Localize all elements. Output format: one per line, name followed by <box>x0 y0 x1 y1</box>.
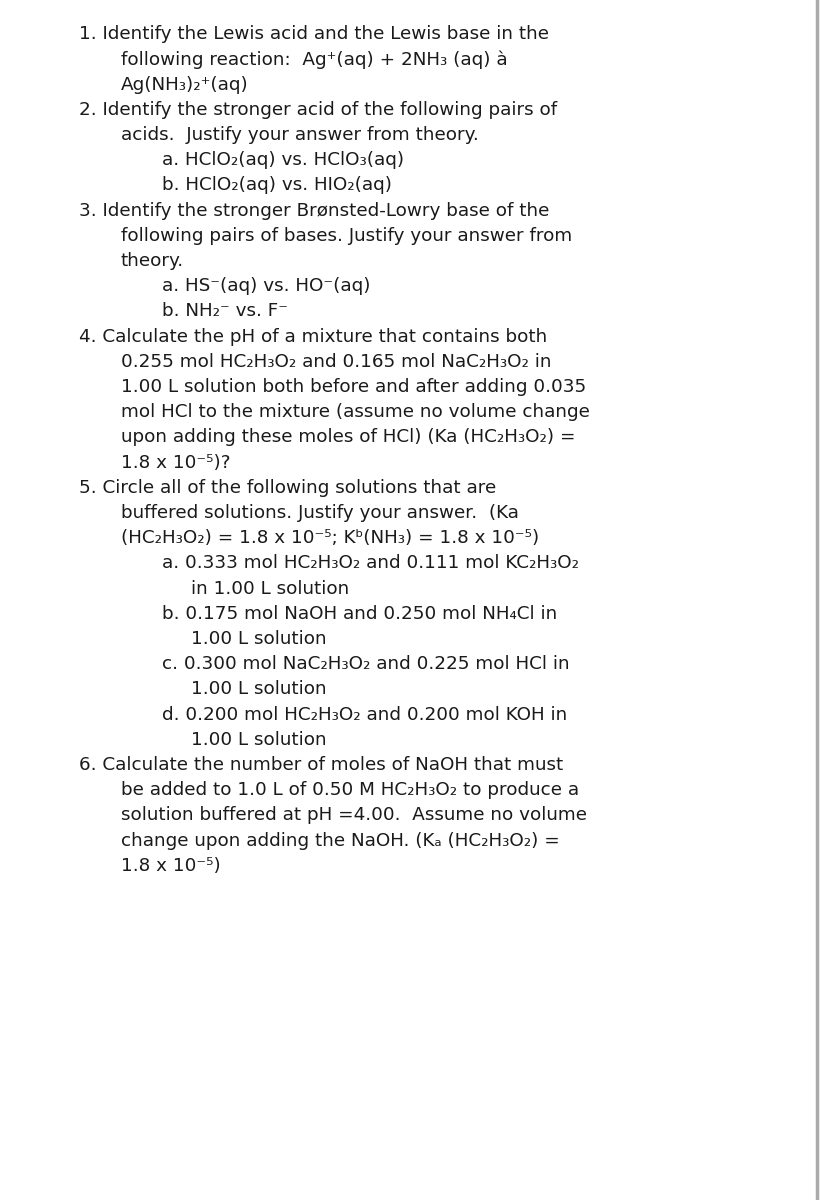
Text: acids.  Justify your answer from theory.: acids. Justify your answer from theory. <box>121 126 478 144</box>
Text: theory.: theory. <box>121 252 184 270</box>
Text: mol HCl to the mixture (assume no volume change: mol HCl to the mixture (assume no volume… <box>121 403 590 421</box>
Text: in 1.00 L solution: in 1.00 L solution <box>191 580 349 598</box>
Text: a. HClO₂(aq) vs. HClO₃(aq): a. HClO₂(aq) vs. HClO₃(aq) <box>162 151 404 169</box>
Text: 1.00 L solution: 1.00 L solution <box>191 680 327 698</box>
Text: (HC₂H₃O₂) = 1.8 x 10⁻⁵; Kᵇ(NH₃) = 1.8 x 10⁻⁵): (HC₂H₃O₂) = 1.8 x 10⁻⁵; Kᵇ(NH₃) = 1.8 x … <box>121 529 539 547</box>
Text: 1.00 L solution both before and after adding 0.035: 1.00 L solution both before and after ad… <box>121 378 586 396</box>
Text: b. HClO₂(aq) vs. HIO₂(aq): b. HClO₂(aq) vs. HIO₂(aq) <box>162 176 392 194</box>
Text: buffered solutions. Justify your answer.  (Ka: buffered solutions. Justify your answer.… <box>121 504 518 522</box>
Text: 1.8 x 10⁻⁵)?: 1.8 x 10⁻⁵)? <box>121 454 230 472</box>
Text: 0.255 mol HC₂H₃O₂ and 0.165 mol NaC₂H₃O₂ in: 0.255 mol HC₂H₃O₂ and 0.165 mol NaC₂H₃O₂… <box>121 353 551 371</box>
Text: b. NH₂⁻ vs. F⁻: b. NH₂⁻ vs. F⁻ <box>162 302 288 320</box>
Text: Ag(NH₃)₂⁺(aq): Ag(NH₃)₂⁺(aq) <box>121 76 249 94</box>
Text: following reaction:  Ag⁺(aq) + 2NH₃ (aq) à: following reaction: Ag⁺(aq) + 2NH₃ (aq) … <box>121 50 508 68</box>
Text: solution buffered at pH =4.00.  Assume no volume: solution buffered at pH =4.00. Assume no… <box>121 806 587 824</box>
Text: c. 0.300 mol NaC₂H₃O₂ and 0.225 mol HCl in: c. 0.300 mol NaC₂H₃O₂ and 0.225 mol HCl … <box>162 655 570 673</box>
Text: upon adding these moles of HCl) (Ka (HC₂H₃O₂) =: upon adding these moles of HCl) (Ka (HC₂… <box>121 428 575 446</box>
Text: 5. Circle all of the following solutions that are: 5. Circle all of the following solutions… <box>79 479 497 497</box>
Text: 4. Calculate the pH of a mixture that contains both: 4. Calculate the pH of a mixture that co… <box>79 328 547 346</box>
Text: be added to 1.0 L of 0.50 M HC₂H₃O₂ to produce a: be added to 1.0 L of 0.50 M HC₂H₃O₂ to p… <box>121 781 579 799</box>
Text: following pairs of bases. Justify your answer from: following pairs of bases. Justify your a… <box>121 227 572 245</box>
Text: b. 0.175 mol NaOH and 0.250 mol NH₄Cl in: b. 0.175 mol NaOH and 0.250 mol NH₄Cl in <box>162 605 557 623</box>
Text: d. 0.200 mol HC₂H₃O₂ and 0.200 mol KOH in: d. 0.200 mol HC₂H₃O₂ and 0.200 mol KOH i… <box>162 706 567 724</box>
Text: 2. Identify the stronger acid of the following pairs of: 2. Identify the stronger acid of the fol… <box>79 101 557 119</box>
Text: 1. Identify the Lewis acid and the Lewis base in the: 1. Identify the Lewis acid and the Lewis… <box>79 25 549 43</box>
Text: 1.8 x 10⁻⁵): 1.8 x 10⁻⁵) <box>121 857 220 875</box>
Text: change upon adding the NaOH. (Kₐ (HC₂H₃O₂) =: change upon adding the NaOH. (Kₐ (HC₂H₃O… <box>121 832 559 850</box>
Text: 6. Calculate the number of moles of NaOH that must: 6. Calculate the number of moles of NaOH… <box>79 756 563 774</box>
Text: a. HS⁻(aq) vs. HO⁻(aq): a. HS⁻(aq) vs. HO⁻(aq) <box>162 277 371 295</box>
Text: 3. Identify the stronger Brønsted-Lowry base of the: 3. Identify the stronger Brønsted-Lowry … <box>79 202 549 220</box>
Text: 1.00 L solution: 1.00 L solution <box>191 630 327 648</box>
Text: a. 0.333 mol HC₂H₃O₂ and 0.111 mol KC₂H₃O₂: a. 0.333 mol HC₂H₃O₂ and 0.111 mol KC₂H₃… <box>162 554 579 572</box>
Text: 1.00 L solution: 1.00 L solution <box>191 731 327 749</box>
